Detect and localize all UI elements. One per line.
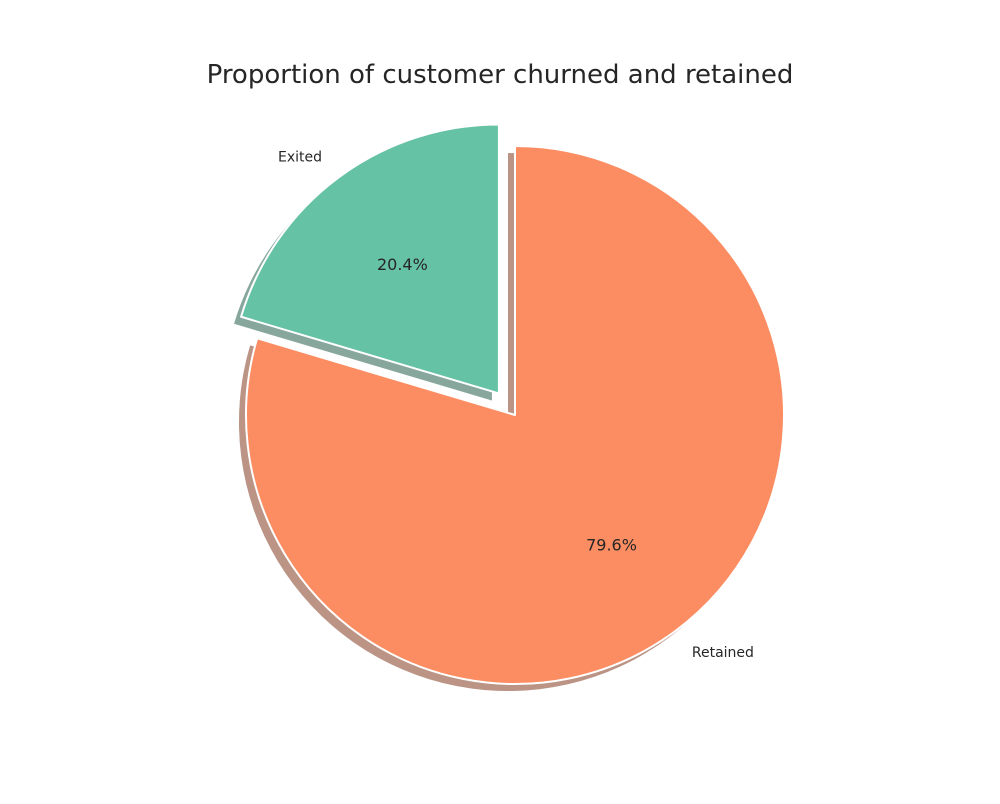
label-layer: Exited 20.4% Retained 79.6%: [278, 149, 754, 661]
chart-title: Proportion of customer churned and retai…: [206, 60, 794, 90]
pie-slice-exited: [240, 123, 500, 395]
slice-label-exited: Exited: [278, 149, 322, 165]
pie-slice-retained: [245, 145, 785, 685]
slice-percent-retained: 79.6%: [586, 535, 637, 554]
slice-percent-exited: 20.4%: [377, 255, 428, 274]
slice-label-retained: Retained: [692, 645, 754, 661]
slice-layer: [240, 123, 785, 685]
